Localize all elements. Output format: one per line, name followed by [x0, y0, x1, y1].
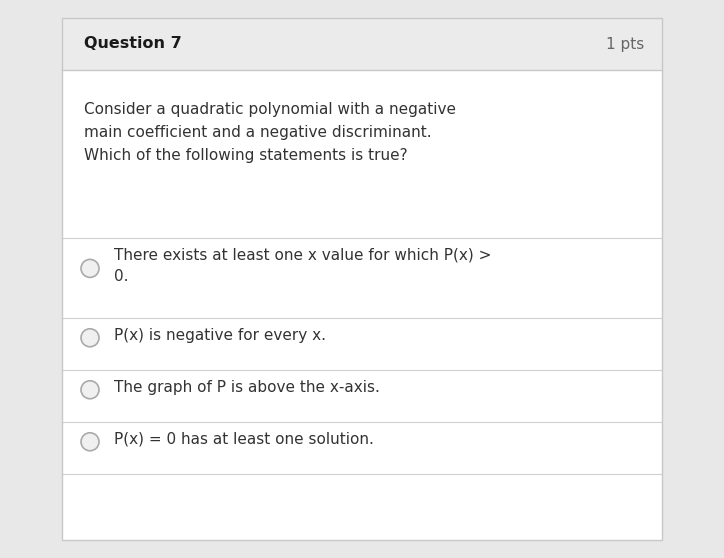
Text: The graph of P is above the x-axis.: The graph of P is above the x-axis. — [114, 380, 380, 395]
Bar — [62, 18, 662, 540]
Circle shape — [81, 329, 99, 347]
Bar — [62, 18, 662, 70]
Text: P(x) = 0 has at least one solution.: P(x) = 0 has at least one solution. — [114, 432, 374, 447]
Text: There exists at least one x value for which P(x) >
0.: There exists at least one x value for wh… — [114, 248, 492, 284]
Circle shape — [81, 433, 99, 451]
Circle shape — [81, 381, 99, 399]
Text: 1 pts: 1 pts — [606, 36, 644, 51]
Text: Consider a quadratic polynomial with a negative
main coefficient and a negative : Consider a quadratic polynomial with a n… — [84, 102, 456, 162]
Circle shape — [81, 259, 99, 277]
Text: P(x) is negative for every x.: P(x) is negative for every x. — [114, 328, 326, 343]
Bar — [62, 70, 662, 540]
Text: Question 7: Question 7 — [84, 36, 182, 51]
